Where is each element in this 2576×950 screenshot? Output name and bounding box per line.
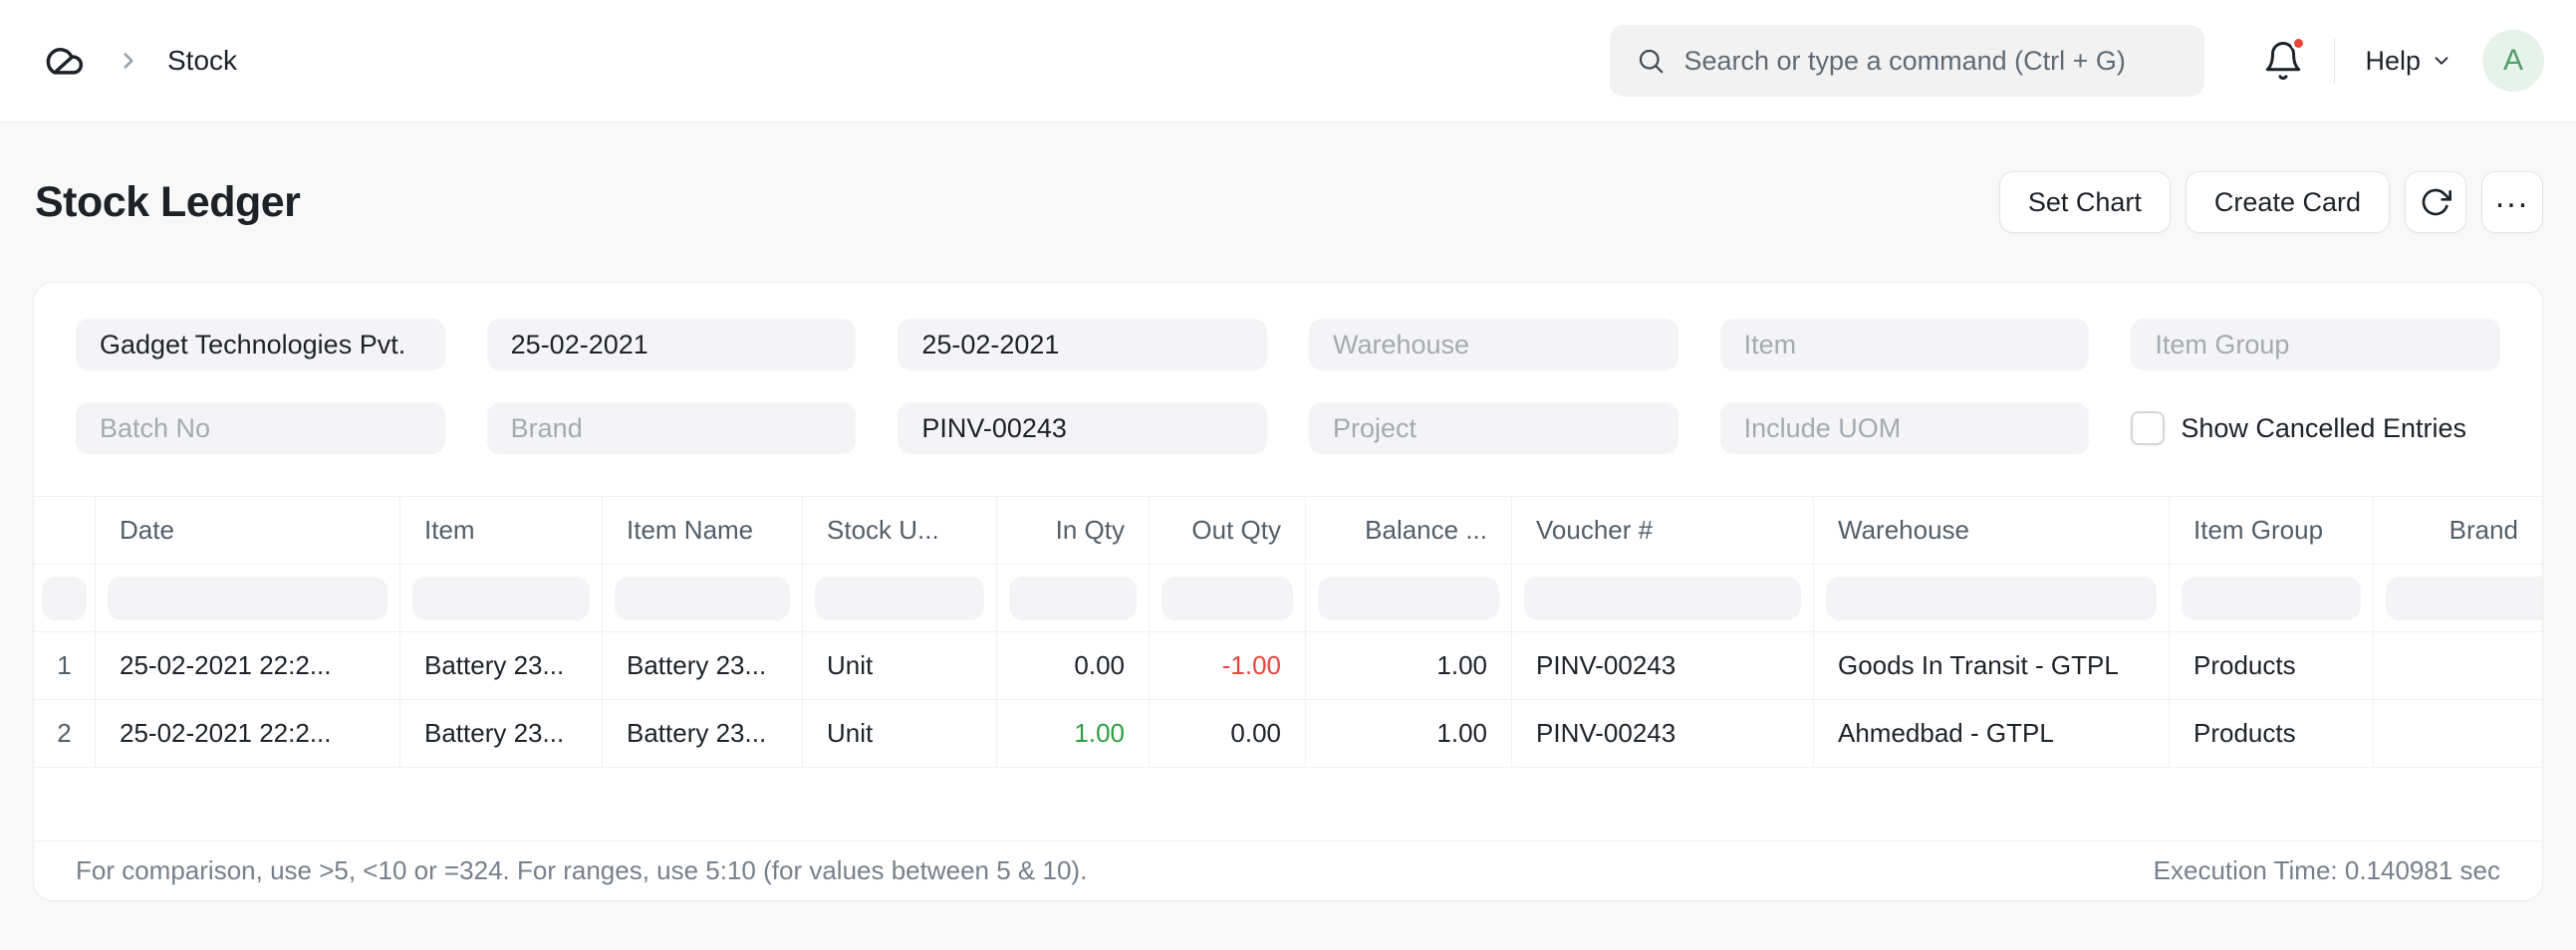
report-footer: For comparison, use >5, <10 or =324. For… [34,840,2542,900]
date-column-filter[interactable] [108,576,387,620]
search-icon [1636,46,1666,76]
col-header-brand[interactable]: Brand [2374,497,2542,565]
avatar-letter: A [2502,44,2523,77]
page-title: Stock Ledger [35,177,301,226]
item-name-column-filter[interactable] [615,576,790,620]
col-header-rownum [34,497,96,565]
cell-warehouse[interactable]: Goods In Transit - GTPL [1814,632,2170,700]
voucher-no-filter[interactable] [898,402,1267,454]
cell-in-qty[interactable]: 1.00 [997,700,1150,768]
execution-time: Execution Time: 0.140981 sec [2153,855,2500,885]
cell-rownum[interactable]: 1 [34,632,96,700]
table-header-row: Date Item Item Name Stock U... In Qty Ou… [34,497,2542,565]
stock-ledger-table: Date Item Item Name Stock U... In Qty Ou… [34,496,2542,768]
create-card-button[interactable]: Create Card [2185,171,2390,233]
user-avatar[interactable]: A [2482,30,2544,92]
col-header-date[interactable]: Date [96,497,400,565]
rownum-column-filter[interactable] [42,576,87,620]
breadcrumb-stock[interactable]: Stock [167,45,238,76]
cell-balance[interactable]: 1.00 [1306,700,1512,768]
table-empty-area [34,768,2542,840]
show-cancelled-entries-checkbox[interactable] [2131,411,2166,445]
col-header-stock-uom[interactable]: Stock U... [803,497,997,565]
cell-voucher[interactable]: PINV-00243 [1512,632,1814,700]
col-header-item-name[interactable]: Item Name [603,497,803,565]
cell-item-name[interactable]: Battery 23... [603,632,803,700]
table-row: 1 25-02-2021 22:2... Battery 23... Batte… [34,632,2542,700]
in-qty-column-filter[interactable] [1009,576,1137,620]
show-cancelled-entries-toggle[interactable]: Show Cancelled Entries [2131,402,2500,454]
from-date-filter[interactable] [486,319,857,370]
cell-voucher[interactable]: PINV-00243 [1512,700,1814,768]
cell-out-qty[interactable]: -1.00 [1150,632,1306,700]
cell-item[interactable]: Battery 23... [400,632,603,700]
cell-brand[interactable] [2374,700,2542,768]
table-filter-row [34,565,2542,632]
top-navbar: Stock Help A [0,0,2576,122]
refresh-button[interactable] [2405,171,2466,233]
col-header-in-qty[interactable]: In Qty [997,497,1150,565]
balance-column-filter[interactable] [1318,576,1499,620]
cell-date[interactable]: 25-02-2021 22:2... [96,632,400,700]
more-menu-button[interactable]: ... [2481,171,2543,233]
breadcrumb-chevron-icon [116,48,141,74]
col-header-voucher[interactable]: Voucher # [1512,497,1814,565]
ellipsis-icon: ... [2494,177,2530,215]
item-group-column-filter[interactable] [2182,576,2361,620]
out-qty-column-filter[interactable] [1161,576,1293,620]
warehouse-filter[interactable] [1308,319,1678,370]
cell-item[interactable]: Battery 23... [400,700,603,768]
cell-rownum[interactable]: 2 [34,700,96,768]
cell-item-group[interactable]: Products [2170,700,2374,768]
item-filter[interactable] [1719,319,2090,370]
col-header-item[interactable]: Item [400,497,603,565]
cell-balance[interactable]: 1.00 [1306,632,1512,700]
help-label: Help [2365,45,2421,76]
report-filters: Show Cancelled Entries [34,283,2542,496]
report-card: Show Cancelled Entries Date Item Item Na… [33,282,2543,901]
item-group-filter[interactable] [2131,319,2500,370]
item-column-filter[interactable] [412,576,590,620]
cell-stock-uom[interactable]: Unit [803,632,997,700]
search-input[interactable] [1683,45,2180,77]
col-header-out-qty[interactable]: Out Qty [1150,497,1306,565]
col-header-item-group[interactable]: Item Group [2170,497,2374,565]
chevron-down-icon [2435,57,2448,65]
help-menu[interactable]: Help [2365,46,2452,77]
cell-item-name[interactable]: Battery 23... [603,700,803,768]
bell-icon [2266,42,2301,80]
brand-column-filter[interactable] [2386,576,2542,620]
set-chart-button[interactable]: Set Chart [1998,171,2171,233]
notification-dot [2291,36,2307,51]
cell-in-qty[interactable]: 0.00 [997,632,1150,700]
table-row: 2 25-02-2021 22:2... Battery 23... Batte… [34,700,2542,768]
include-uom-filter[interactable] [1719,402,2090,454]
voucher-column-filter[interactable] [1524,576,1801,620]
cell-warehouse[interactable]: Ahmedbad - GTPL [1814,700,2170,768]
page-header: Stock Ledger Set Chart Create Card ... [0,122,2576,282]
notifications-button[interactable] [2262,36,2307,82]
cell-brand[interactable] [2374,632,2542,700]
refresh-icon [2422,188,2451,216]
stock-uom-column-filter[interactable] [815,576,984,620]
global-search[interactable] [1610,25,2205,97]
app-logo-cloud-icon[interactable] [38,39,90,83]
company-filter[interactable] [76,319,445,370]
cell-item-group[interactable]: Products [2170,632,2374,700]
cell-date[interactable]: 25-02-2021 22:2... [96,700,400,768]
col-header-warehouse[interactable]: Warehouse [1814,497,2170,565]
navbar-divider [2334,38,2336,84]
project-filter[interactable] [1308,402,1678,454]
filter-hint-text: For comparison, use >5, <10 or =324. For… [76,855,1088,885]
cell-stock-uom[interactable]: Unit [803,700,997,768]
show-cancelled-entries-label: Show Cancelled Entries [2181,412,2466,443]
brand-filter[interactable] [486,402,857,454]
to-date-filter[interactable] [898,319,1267,370]
batch-no-filter[interactable] [76,402,445,454]
cell-out-qty[interactable]: 0.00 [1150,700,1306,768]
warehouse-column-filter[interactable] [1826,576,2157,620]
col-header-balance[interactable]: Balance ... [1306,497,1512,565]
